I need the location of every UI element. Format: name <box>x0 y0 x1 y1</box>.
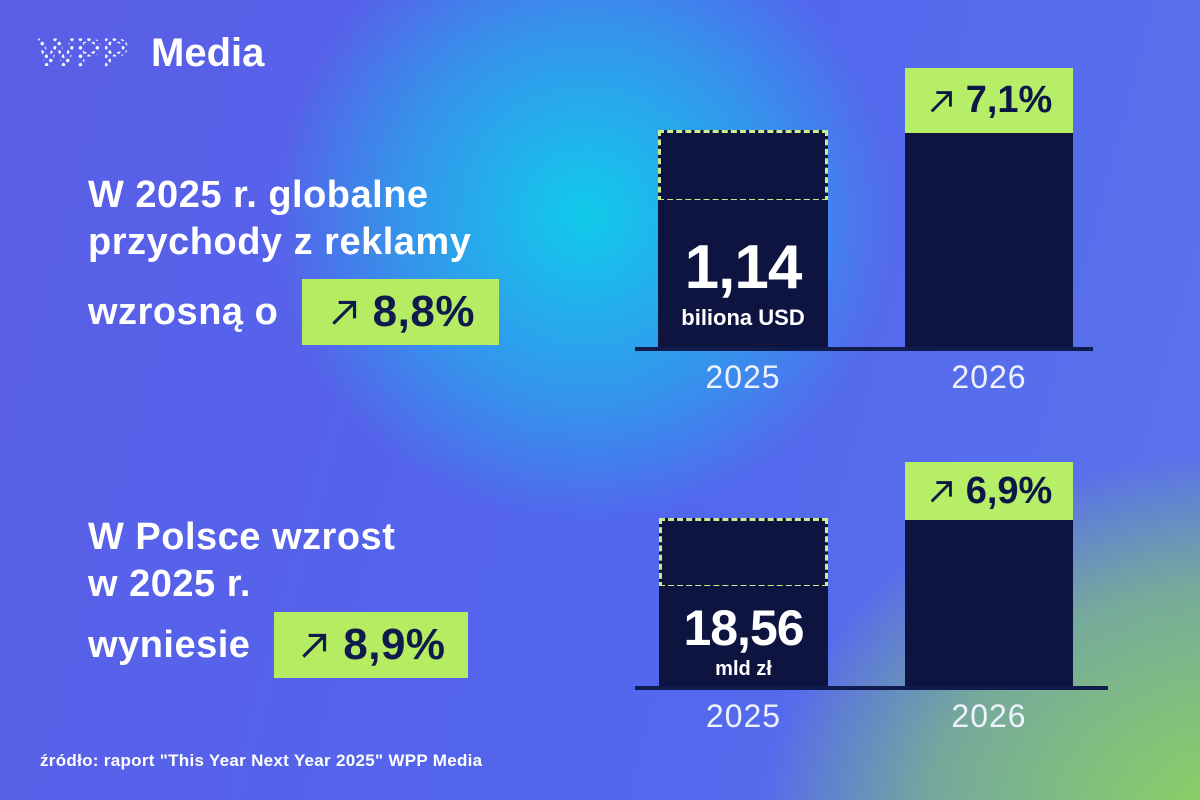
poland-2026-bar <box>905 520 1073 686</box>
growth-badge-poland-value: 8,9% <box>343 620 446 669</box>
growth-arrow-icon <box>930 481 952 503</box>
global-2025-bar: 1,14 biliona USD <box>658 200 828 347</box>
growth-prefix-poland: wyniesie <box>88 623 251 666</box>
wpp-media-logo: WPP Media <box>38 31 265 75</box>
growth-badge-global-value: 8,8% <box>372 287 475 336</box>
media-logo-text: Media <box>151 31 265 75</box>
global-2025-growth-dashed-box <box>658 130 828 202</box>
headline-poland: W Polsce wzrost w 2025 r. <box>88 514 395 608</box>
headline-global-line1: W 2025 r. globalne <box>88 174 429 216</box>
poland-2025-value: 18,56 <box>683 600 804 656</box>
poland-2025-growth-dashed-box <box>659 518 828 588</box>
poland-2026-growth-cap: 6,9% <box>905 462 1073 520</box>
growth-prefix-global: wzrosną o <box>88 290 279 333</box>
global-2026-year-label: 2026 <box>951 359 1027 395</box>
poland-2026-year-label: 2026 <box>951 698 1027 734</box>
poland-2025-bar: 18,56 mld zł <box>659 586 828 686</box>
poland-2025-unit: mld zł <box>715 658 772 680</box>
global-2025-unit: biliona USD <box>681 305 805 330</box>
global-chart-baseline <box>635 347 1093 351</box>
growth-badge-poland: 8,9% <box>274 612 469 678</box>
growth-row-global: wzrosną o 8,8% <box>88 279 500 345</box>
growth-row-poland: wyniesie 8,9% <box>88 612 469 678</box>
poland-chart-baseline <box>635 686 1108 690</box>
wpp-logo-text: WPP <box>38 31 129 75</box>
global-2026-bar <box>905 133 1073 347</box>
source-attribution: źródło: raport "This Year Next Year 2025… <box>40 751 483 770</box>
headline-poland-line1: W Polsce wzrost <box>88 516 396 558</box>
global-2026-growth-value: 7,1% <box>965 79 1053 121</box>
headline-global: W 2025 r. globalne przychody z reklamy <box>88 172 471 266</box>
global-2025-value: 1,14 <box>684 233 803 302</box>
growth-arrow-icon <box>930 90 952 112</box>
growth-arrow-icon <box>302 633 327 658</box>
global-2026-growth-cap: 7,1% <box>905 68 1073 133</box>
headline-poland-line2: w 2025 r. <box>88 563 251 605</box>
headline-global-line2: przychody z reklamy <box>88 221 472 263</box>
growth-badge-global: 8,8% <box>302 279 500 345</box>
growth-arrow-icon <box>331 300 356 325</box>
poland-2026-growth-value: 6,9% <box>965 469 1053 512</box>
global-2025-year-label: 2025 <box>705 359 781 395</box>
poland-2025-year-label: 2025 <box>705 698 782 734</box>
